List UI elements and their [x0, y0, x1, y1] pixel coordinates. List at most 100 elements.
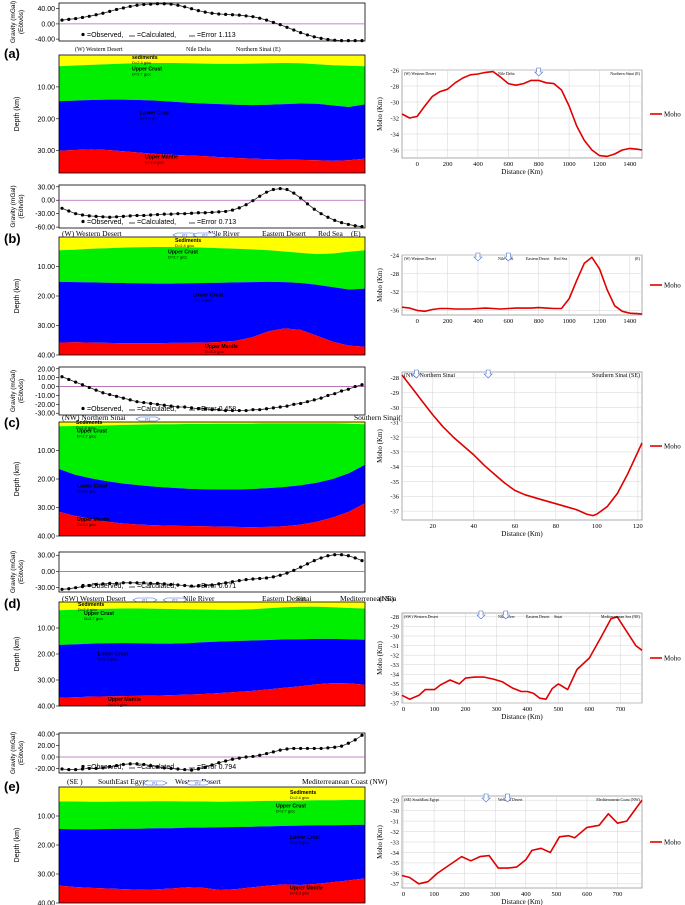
gravity-observed-point [169, 766, 173, 771]
moho-x-tick-label: 800 [534, 161, 544, 168]
sediments-layer [59, 237, 365, 255]
gravity-observed-point [271, 187, 275, 192]
gravity-observed-point [346, 387, 350, 391]
gravity-observed-point [278, 23, 282, 27]
gravity-observed-point [60, 18, 64, 22]
legend-calculated: =Calculated, [137, 406, 176, 413]
panel-b-letter: (b) [4, 231, 21, 246]
layer-density-label: D=3.3 g/cc [108, 702, 127, 707]
moho-arrow-marker [483, 369, 493, 379]
gravity-observed-point [196, 407, 200, 411]
gravity-observed-point [114, 7, 119, 12]
moho-x-tick-label: 600 [582, 891, 592, 898]
panel-d-gravity-plot: 30.00 0.00 -30.00 Gravity (mGal) (Eötvös) =Ob… [10, 551, 366, 593]
moho-x-tick-label: 40 [471, 523, 478, 530]
gravity-tick-label: -10.00 [35, 393, 55, 400]
gravity-observed-point [203, 765, 207, 769]
gravity-observed-point [333, 392, 337, 396]
moho-x-tick-label: 600 [503, 318, 513, 325]
panel-a-gravity-plot: 40.00 0.00 -40.00 Gravity (mGal) (Eötvös) =Ob… [10, 1, 366, 44]
gravity-observed-point [319, 746, 323, 751]
moho-y-tick-label: -32 [390, 115, 399, 122]
gravity-observed-point [230, 580, 235, 584]
gravity-observed-point [183, 212, 187, 216]
moho-x-tick-label: 400 [523, 706, 533, 713]
legend-observed-marker [81, 219, 85, 224]
location-arrow-label: P1 [152, 781, 158, 786]
gravity-observed-point [326, 37, 330, 42]
gravity-observed-point [251, 408, 255, 412]
moho-x-tick-label: 700 [615, 706, 625, 713]
gravity-observed-point [346, 39, 350, 43]
gravity-observed-point [292, 746, 296, 751]
gravity-observed-point [108, 392, 112, 397]
gravity-observed-point [108, 9, 112, 13]
legend-observed: =Observed, [87, 219, 123, 226]
location-arrow-marker [135, 416, 161, 422]
gravity-observed-point [237, 206, 241, 210]
layer-density-label: D=2.9 g/cc [140, 115, 159, 120]
moho-x-tick-label: 200 [443, 161, 453, 168]
moho-location-label: (E) [635, 256, 641, 261]
moho-location-label: (W) Western Desert [404, 71, 437, 76]
gravity-observed-point [285, 187, 289, 192]
moho-location-label: (NW) Northern Sinai [404, 372, 455, 379]
location-label: (NE) [379, 594, 394, 603]
gravity-observed-point [292, 568, 296, 572]
layer-name-label: Sediments [175, 238, 201, 244]
gravity-observed-point [264, 190, 269, 194]
sediments-layer [59, 602, 365, 611]
upper-crust-layer [59, 800, 365, 830]
gravity-observed-point [258, 408, 262, 412]
gravity-observed-point [210, 11, 214, 15]
moho-x-tick-label: 20 [430, 523, 437, 530]
moho-y-tick-label: -36 [390, 871, 399, 878]
gravity-observed-point [333, 218, 337, 222]
gravity-observed-point [74, 212, 78, 216]
location-label: (W) Western Desert [75, 46, 123, 53]
moho-y-tick-label: -34 [390, 464, 399, 471]
gravity-observed-point [155, 581, 160, 585]
moho-y-tick-label: -29 [390, 390, 399, 397]
gravity-observed-point [305, 33, 310, 37]
lower-crust-layer [59, 281, 365, 347]
panel-a-letter: (a) [4, 46, 20, 61]
gravity-observed-point [101, 391, 105, 395]
gravity-observed-point [319, 556, 323, 560]
depth-tick-label: 10.00 [37, 84, 55, 91]
depth-tick-label: 30.00 [37, 323, 55, 330]
gravity-axis-label: Gravity (mGal) [10, 370, 17, 412]
gravity-observed-point [210, 408, 214, 412]
panel-d-locations: (SW) Western Desert Nile River Eastern Des… [62, 594, 397, 603]
gravity-observed-point [353, 384, 357, 389]
gravity-observed-point [285, 747, 289, 751]
moho-y-tick-label: -31 [390, 420, 399, 427]
gravity-observed-point [121, 762, 125, 767]
layer-density-label: D=2.9 g/cc [193, 298, 212, 303]
gravity-observed-point [114, 394, 119, 398]
location-arrow-marker [142, 780, 168, 786]
gravity-observed-point [87, 214, 91, 218]
layer-density-label: D=2.4 g/cc [290, 795, 309, 800]
gravity-observed-point [203, 211, 207, 215]
gravity-observed-point [353, 39, 357, 43]
gravity-observed-point [346, 741, 350, 745]
gravity-tick-label: 10.00 [37, 375, 55, 382]
panel-e-letter: (e) [4, 779, 20, 794]
moho-line [401, 256, 643, 315]
moho-y-tick-label: -28 [390, 375, 399, 382]
gravity-observed-point [87, 583, 91, 588]
gravity-observed-point [360, 39, 364, 43]
moho-y-tick-label: -28 [390, 271, 399, 278]
gravity-observed-point [312, 398, 316, 402]
gravity-observed-point [312, 207, 316, 211]
gravity-observed-point [210, 583, 214, 587]
moho-y-tick-label: -32 [390, 829, 399, 836]
gravity-observed-point [258, 753, 262, 757]
moho-y-tick-label: -36 [390, 147, 399, 154]
lower-crust-layer [59, 464, 365, 528]
sediments-layer [59, 787, 365, 802]
gravity-observed-point [203, 10, 207, 14]
gravity-observed-point [67, 587, 71, 591]
upper-crust-layer [59, 606, 365, 645]
